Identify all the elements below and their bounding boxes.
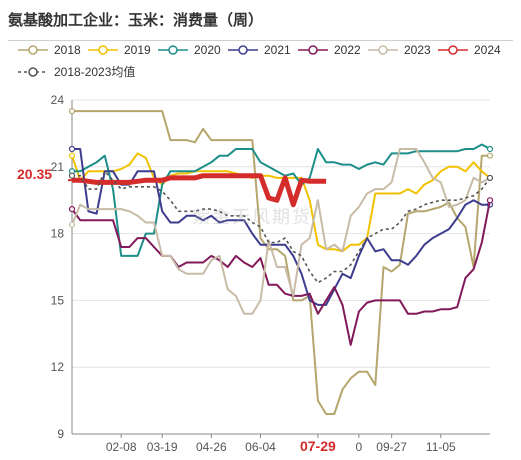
chart-title: 氨基酸加工企业：玉米：消费量（周） [8, 12, 264, 29]
x-tick-label: 09-27 [376, 440, 407, 454]
series-line-2020 [72, 143, 491, 257]
legend-label: 2018 [54, 43, 81, 57]
series-line-2018-2023均值 [72, 170, 491, 284]
series-line-2022 [71, 200, 491, 346]
legend-label: 2021 [264, 43, 291, 57]
legend-swatch-icon [368, 45, 398, 55]
series-line-2021 [72, 148, 490, 306]
series-endpoint-2018-2023均值 [486, 174, 494, 182]
legend-label: 2018-2023均值 [54, 65, 136, 79]
legend-label: 2020 [194, 43, 221, 57]
series-line-2024 [72, 173, 327, 208]
legend-swatch-icon [18, 45, 48, 55]
legend-label: 2022 [334, 43, 361, 57]
y-tick-label: 12 [51, 360, 65, 374]
current-value-label: 20.35 [17, 166, 53, 182]
x-tick-label: 04-26 [196, 440, 227, 454]
x-tick-label: 03-19 [147, 440, 178, 454]
x-tick-label: 02-08 [106, 440, 137, 454]
series-line-2019 [71, 152, 491, 253]
series-endpoint-2018 [68, 108, 76, 115]
x-tick-label: 07-29 [300, 438, 336, 454]
legend-swatch-icon [438, 45, 468, 55]
legend-swatch-icon [158, 45, 188, 55]
watermark: 紫金天风期货 [192, 207, 312, 227]
series-endpoint-2018 [486, 152, 494, 159]
title-divider [8, 40, 513, 41]
legend-label: 2019 [124, 43, 151, 57]
series-endpoint-2022 [68, 206, 76, 213]
series-endpoint-2022 [486, 197, 494, 204]
legend-swatch-icon [228, 45, 258, 55]
series-line-2023 [71, 148, 491, 315]
y-tick-label: 24 [51, 93, 65, 107]
legend-swatch-icon [298, 45, 328, 55]
legend-label: 2024 [474, 43, 501, 57]
series-endpoint-2019 [68, 152, 76, 159]
legend-swatch-icon [18, 67, 48, 77]
y-tick-label: 21 [51, 160, 65, 174]
y-tick-label: 9 [57, 427, 64, 441]
y-tick-label: 18 [51, 227, 65, 241]
series-endpoint-2018-2023均值 [68, 172, 76, 179]
legend-swatch-icon [88, 45, 118, 55]
series-endpoint-2021 [68, 145, 76, 153]
x-tick-label: 11-05 [426, 440, 456, 454]
x-tick-label: 06-04 [245, 440, 276, 454]
series-endpoint-2020 [486, 145, 494, 153]
x-tick-label: 0 [356, 440, 363, 454]
series-line-2018 [72, 110, 490, 415]
series-endpoint-2023 [68, 221, 76, 228]
legend-label: 2023 [404, 43, 431, 57]
y-tick-label: 15 [51, 293, 65, 307]
